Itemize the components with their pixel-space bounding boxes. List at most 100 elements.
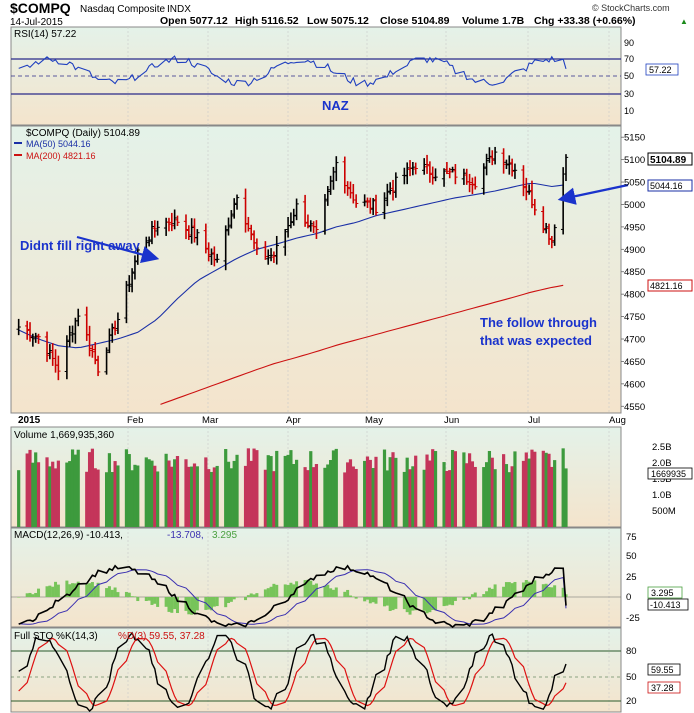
volume-bar (184, 459, 188, 527)
rsi-title: RSI(14) 57.22 (14, 29, 77, 40)
open-value: Open 5077.12 (160, 15, 228, 27)
volume-bar (153, 465, 157, 527)
macd-hist-bar (388, 597, 392, 611)
volume-bar (70, 449, 75, 527)
volume-bar (283, 455, 287, 527)
macd-hist-bar (530, 583, 534, 597)
volume-value: Volume 1.7B (462, 15, 525, 27)
rsi-value-label: 57.22 (649, 65, 672, 75)
volume-bar (255, 450, 259, 527)
volume-bar (133, 464, 137, 527)
macd-hist-bar (266, 588, 270, 597)
macd-tick: 25 (626, 572, 637, 583)
volume-bar (224, 449, 228, 527)
volume-bar (541, 450, 545, 527)
macd-hist-bar (487, 587, 491, 597)
volume-bar (269, 456, 273, 527)
volume-bar (56, 460, 60, 527)
volume-bar (215, 465, 219, 527)
volume-bar (507, 472, 511, 527)
macd-hist-bar (275, 584, 279, 597)
x-axis-label: Feb (127, 415, 143, 426)
volume-bar (371, 468, 375, 527)
macd-hist-bar (88, 583, 92, 597)
macd-hist-bar (187, 597, 191, 615)
macd-hist-bar (227, 597, 231, 604)
macd-hist-bar (73, 583, 77, 597)
macd-hist-bar (473, 592, 477, 597)
close-price-label: 5104.89 (650, 155, 687, 166)
volume-bar (51, 461, 55, 527)
volume-bar (212, 467, 216, 527)
macd-histogram (17, 579, 568, 615)
volume-bar (422, 469, 426, 527)
macd-hist-bar (553, 585, 557, 597)
volume-bar (504, 464, 509, 527)
volume-tick: 2.5B (652, 442, 672, 453)
macd-hist-bar (513, 581, 517, 597)
macd-hist-bar (524, 580, 528, 597)
volume-bar (289, 450, 293, 527)
macd-signal-line (18, 569, 567, 625)
ma200-legend: MA(200) 4821.16 (26, 151, 96, 161)
price-tick: 4700 (624, 335, 645, 346)
macd-hist-bar (105, 588, 109, 597)
volume-bar (113, 461, 117, 527)
macd-hist-bar (56, 584, 60, 597)
macd-hist-label: 3.295 (651, 588, 674, 598)
volume-bar (530, 449, 534, 527)
sto-k-title: Full STO %K(14,3) (14, 631, 98, 642)
volume-bar (110, 472, 114, 527)
price-tick: 4900 (624, 245, 645, 256)
volume-bar (144, 457, 148, 527)
volume-bar (470, 461, 475, 527)
volume-bar (85, 471, 89, 527)
volume-bar (96, 469, 100, 527)
volume-bar (209, 471, 214, 527)
macd-hist-bar (391, 597, 395, 611)
price-tick: 4550 (624, 402, 645, 413)
macd-hist-bar (170, 597, 174, 613)
macd-hist-bar (394, 597, 398, 609)
naz-annotation: NAZ (322, 98, 349, 113)
macd-signal-title: -13.708, (167, 530, 204, 541)
macd-hist-bar (229, 597, 233, 602)
macd-hist-bar (17, 597, 21, 598)
volume-bar (312, 467, 316, 527)
macd-hist-bar (442, 597, 446, 607)
annotation-follow-through-2: that was expected (480, 333, 592, 348)
macd-hist-bar (116, 592, 120, 597)
price-tick: 4800 (624, 290, 645, 301)
volume-bar (252, 448, 256, 527)
macd-hist-bar (374, 597, 378, 604)
volume-bar (524, 452, 528, 527)
volume-bar (147, 459, 151, 527)
sto-axis: 80 50 20 (626, 646, 637, 707)
price-tick: 5000 (624, 200, 645, 211)
index-name: Nasdaq Composite (80, 4, 165, 15)
macd-hist-bar (504, 582, 508, 597)
volume-bar (246, 448, 250, 527)
volume-chart: Volume 1,669,935,360 2.5B 2.0B 1.5B 1.0B… (14, 430, 693, 527)
macd-hist-tag (647, 586, 683, 599)
macd-hist-bar (385, 597, 389, 606)
macd-hist-bar (71, 583, 75, 597)
macd-hist-bar (533, 580, 537, 597)
x-axis: 2015 Feb Mar Apr May Jun Jul Aug (18, 415, 626, 426)
x-axis-label: Mar (202, 415, 218, 426)
macd-hist-bar (323, 585, 327, 597)
macd-hist-bar (153, 597, 157, 604)
volume-bar (414, 455, 418, 527)
volume-bar (170, 466, 174, 527)
volume-bar (275, 450, 279, 527)
volume-bar (346, 462, 350, 527)
sto-tick: 80 (626, 646, 637, 657)
x-axis-label: Aug (609, 415, 626, 426)
rsi-tick: 70 (624, 54, 634, 64)
macd-hist-bar (93, 586, 97, 597)
macd-hist-bar (90, 582, 94, 597)
x-axis-label: May (365, 415, 383, 426)
macd-hist-bar (215, 597, 219, 607)
macd-tick: 0 (626, 592, 631, 603)
